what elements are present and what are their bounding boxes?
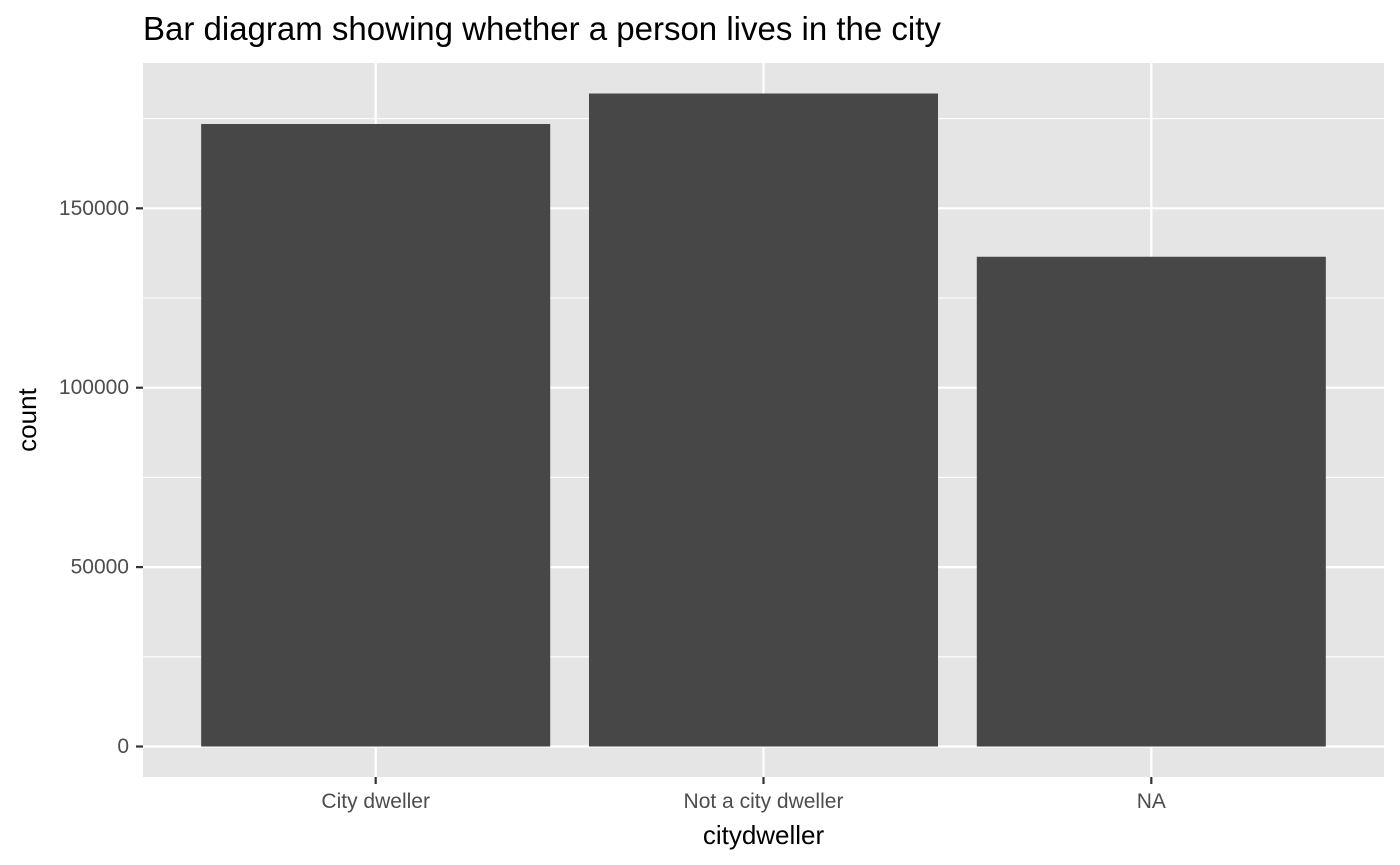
- y-axis: 0 50000 100000 150000: [59, 197, 143, 758]
- y-tick-label: 0: [117, 735, 129, 758]
- y-tick-label: 50000: [71, 556, 129, 579]
- bars: [201, 93, 1326, 747]
- x-axis-title: citydweller: [703, 820, 825, 850]
- x-tick-label: Not a city dweller: [684, 790, 844, 813]
- y-tick-label: 100000: [59, 376, 129, 399]
- x-tick-label: City dweller: [321, 790, 430, 813]
- x-tick-label: NA: [1137, 790, 1166, 813]
- chart-title: Bar diagram showing whether a person liv…: [143, 10, 941, 47]
- x-axis: City dweller Not a city dweller NA: [321, 777, 1166, 813]
- bar: [976, 256, 1326, 747]
- y-axis-title: count: [12, 387, 42, 451]
- bar: [588, 93, 939, 747]
- y-tick-label: 150000: [59, 197, 129, 220]
- bar: [201, 123, 551, 747]
